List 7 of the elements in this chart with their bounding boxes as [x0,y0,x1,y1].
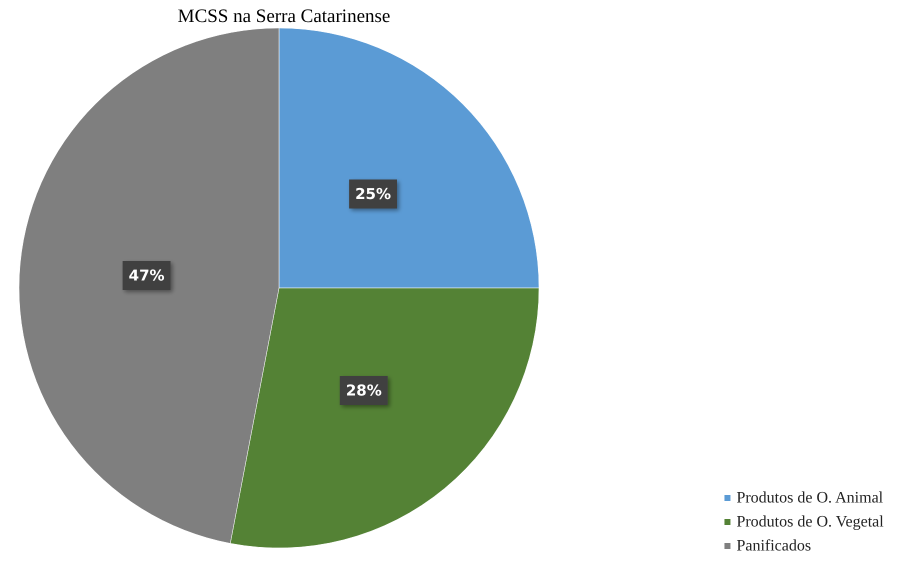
chart-title: MCSS na Serra Catarinense [178,6,390,27]
data-label: 25% [355,184,391,203]
legend-label: Panificados [736,538,812,554]
legend-label: Produtos de O. Animal [736,490,884,506]
data-label: 28% [346,381,382,400]
data-label: 47% [128,266,165,284]
legend-label: Produtos de O. Vegetal [736,514,884,530]
